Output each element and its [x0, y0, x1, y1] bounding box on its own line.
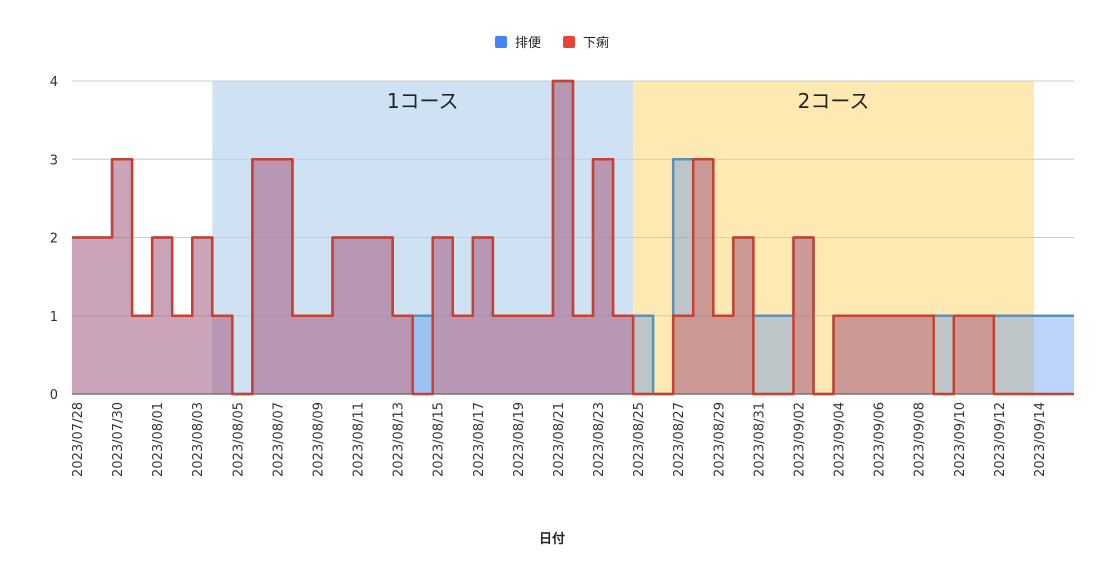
legend-swatch-0 — [494, 35, 507, 48]
x-tick-label-17: 2023/08/31 — [752, 402, 767, 477]
x-tick-label-9: 2023/08/15 — [432, 402, 447, 477]
legend-swatch-1 — [563, 35, 575, 48]
x-tick-label-5: 2023/08/07 — [271, 402, 286, 477]
y-tick-label-0: 0 — [50, 388, 58, 403]
x-tick-label-11: 2023/08/19 — [512, 402, 527, 477]
legend-label-1: 下痢 — [583, 36, 610, 51]
legend: 排便 下痢 — [0, 32, 1104, 51]
legend-item-1[interactable]: 下痢 — [563, 32, 609, 51]
x-tick-label-3: 2023/08/03 — [191, 402, 206, 477]
x-axis-title: 日付 — [538, 532, 565, 547]
x-tick-label-23: 2023/09/12 — [993, 402, 1008, 477]
x-tick-label-0: 2023/07/28 — [71, 402, 86, 477]
legend-label-0: 排便 — [514, 36, 541, 51]
x-tick-label-4: 2023/08/05 — [231, 402, 246, 477]
x-tick-label-6: 2023/08/09 — [311, 402, 326, 477]
y-tick-label-4: 4 — [50, 75, 58, 90]
course-band-label-0: 1コース — [387, 89, 459, 113]
x-tick-label-8: 2023/08/13 — [392, 402, 407, 477]
x-tick-label-24: 2023/09/14 — [1033, 402, 1048, 477]
y-tick-label-1: 1 — [50, 310, 58, 325]
course-band-label-1: 2コース — [798, 89, 870, 113]
x-tick-label-18: 2023/09/02 — [792, 402, 807, 477]
x-tick-label-7: 2023/08/11 — [352, 402, 367, 477]
x-tick-label-14: 2023/08/25 — [632, 402, 647, 477]
legend-item-0[interactable]: 排便 — [494, 32, 541, 51]
x-tick-label-16: 2023/08/29 — [712, 402, 727, 477]
x-tick-label-13: 2023/08/23 — [592, 402, 607, 477]
x-tick-label-22: 2023/09/10 — [953, 402, 968, 477]
x-tick-label-1: 2023/07/30 — [111, 402, 126, 477]
x-tick-label-21: 2023/09/08 — [913, 402, 928, 477]
x-tick-label-19: 2023/09/04 — [833, 402, 848, 477]
x-tick-label-2: 2023/08/01 — [151, 402, 166, 477]
x-tick-label-20: 2023/09/06 — [873, 402, 888, 477]
x-tick-label-12: 2023/08/21 — [552, 402, 567, 477]
series-line-1[interactable] — [72, 79, 1074, 396]
y-tick-label-2: 2 — [50, 232, 58, 247]
y-tick-label-3: 3 — [50, 153, 58, 168]
x-tick-label-15: 2023/08/27 — [672, 402, 687, 477]
x-tick-label-10: 2023/08/17 — [472, 402, 487, 477]
